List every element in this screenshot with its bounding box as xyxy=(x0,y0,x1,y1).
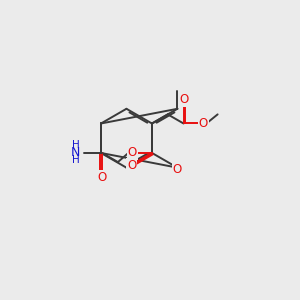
Text: O: O xyxy=(199,117,208,130)
Text: H: H xyxy=(72,140,80,150)
Text: O: O xyxy=(127,159,136,172)
Text: O: O xyxy=(98,171,107,184)
Text: O: O xyxy=(128,146,137,159)
Text: N: N xyxy=(71,146,80,159)
Text: O: O xyxy=(179,93,188,106)
Text: H: H xyxy=(72,155,80,165)
Text: O: O xyxy=(173,163,182,176)
